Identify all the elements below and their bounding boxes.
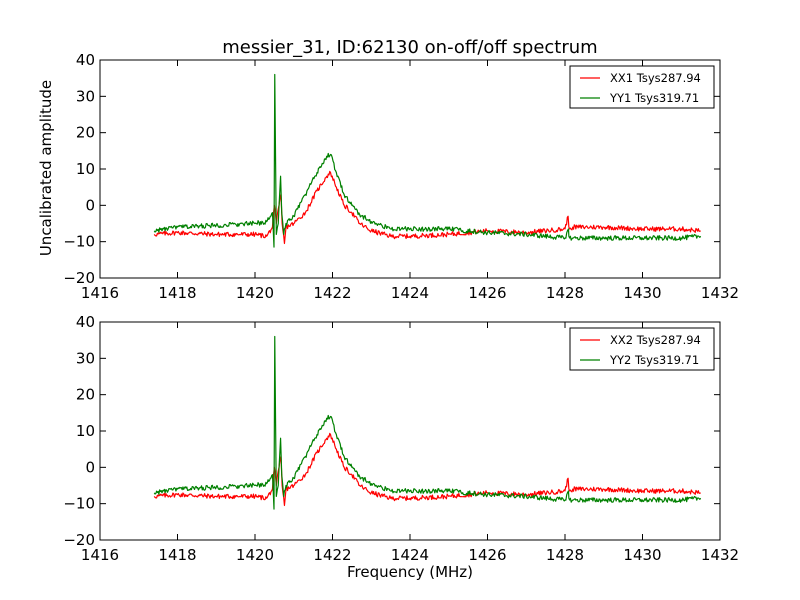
y-tick-label: 20 bbox=[76, 124, 95, 142]
x-tick-label: 1426 bbox=[468, 284, 506, 302]
x-tick-label: 1416 bbox=[81, 546, 119, 564]
y-tick-label: 0 bbox=[85, 458, 95, 476]
series-line-yy1 bbox=[153, 73, 702, 248]
y-tick-label: 30 bbox=[76, 87, 95, 105]
y-tick-label: 40 bbox=[76, 313, 95, 331]
series-line-yy2 bbox=[153, 335, 702, 510]
y-tick-label: −10 bbox=[63, 495, 95, 513]
series-line-xx2 bbox=[153, 432, 701, 507]
y-axis-label: Uncalibrated amplitude bbox=[37, 80, 55, 256]
x-tick-label: 1420 bbox=[236, 284, 274, 302]
y-tick-label: −20 bbox=[63, 269, 95, 287]
x-tick-label: 1418 bbox=[158, 284, 196, 302]
chart-title: messier_31, ID:62130 on-off/off spectrum bbox=[222, 37, 597, 58]
legend-entry: YY2 Tsys319.71 bbox=[609, 353, 699, 367]
legend: XX1 Tsys287.94 YY1 Tsys319.71 bbox=[569, 65, 715, 109]
legend-entry: YY1 Tsys319.71 bbox=[609, 91, 699, 105]
x-axis-label: Frequency (MHz) bbox=[347, 563, 473, 581]
x-tick-label: 1422 bbox=[313, 546, 351, 564]
x-tick-label: 1428 bbox=[546, 284, 584, 302]
y-tick-label: 20 bbox=[76, 386, 95, 404]
x-tick-label: 1420 bbox=[236, 546, 274, 564]
y-tick-label: 30 bbox=[76, 349, 95, 367]
x-tick-label: 1424 bbox=[391, 284, 429, 302]
y-tick-label: 0 bbox=[85, 196, 95, 214]
legend: XX2 Tsys287.94 YY2 Tsys319.71 bbox=[569, 327, 715, 371]
plot-area bbox=[153, 73, 702, 248]
x-tick-label: 1428 bbox=[546, 546, 584, 564]
legend-entry: XX1 Tsys287.94 bbox=[610, 71, 701, 85]
top-panel: 1416 1418 1420 1422 1424 1426 1428 1430 1432 −20 −… bbox=[63, 51, 739, 302]
legend-entry: XX2 Tsys287.94 bbox=[610, 333, 701, 347]
bottom-panel: 1416 1418 1420 1422 1424 1426 1428 1430 1432 −20 −… bbox=[63, 313, 739, 564]
x-tick-label: 1418 bbox=[158, 546, 196, 564]
plot-area bbox=[153, 335, 702, 510]
series-line-xx1 bbox=[153, 170, 701, 245]
x-tick-label: 1430 bbox=[623, 546, 661, 564]
x-tick-label: 1416 bbox=[81, 284, 119, 302]
x-tick-label: 1432 bbox=[701, 546, 739, 564]
legend-box bbox=[569, 327, 715, 371]
y-tick-label: −20 bbox=[63, 531, 95, 549]
x-tick-label: 1430 bbox=[623, 284, 661, 302]
x-tick-label: 1422 bbox=[313, 284, 351, 302]
x-tick-label: 1432 bbox=[701, 284, 739, 302]
legend-box bbox=[569, 65, 715, 109]
x-tick-label: 1426 bbox=[468, 546, 506, 564]
y-tick-label: 10 bbox=[76, 422, 95, 440]
y-tick-label: 40 bbox=[76, 51, 95, 69]
y-tick-label: −10 bbox=[63, 233, 95, 251]
x-tick-label: 1424 bbox=[391, 546, 429, 564]
y-tick-label: 10 bbox=[76, 160, 95, 178]
